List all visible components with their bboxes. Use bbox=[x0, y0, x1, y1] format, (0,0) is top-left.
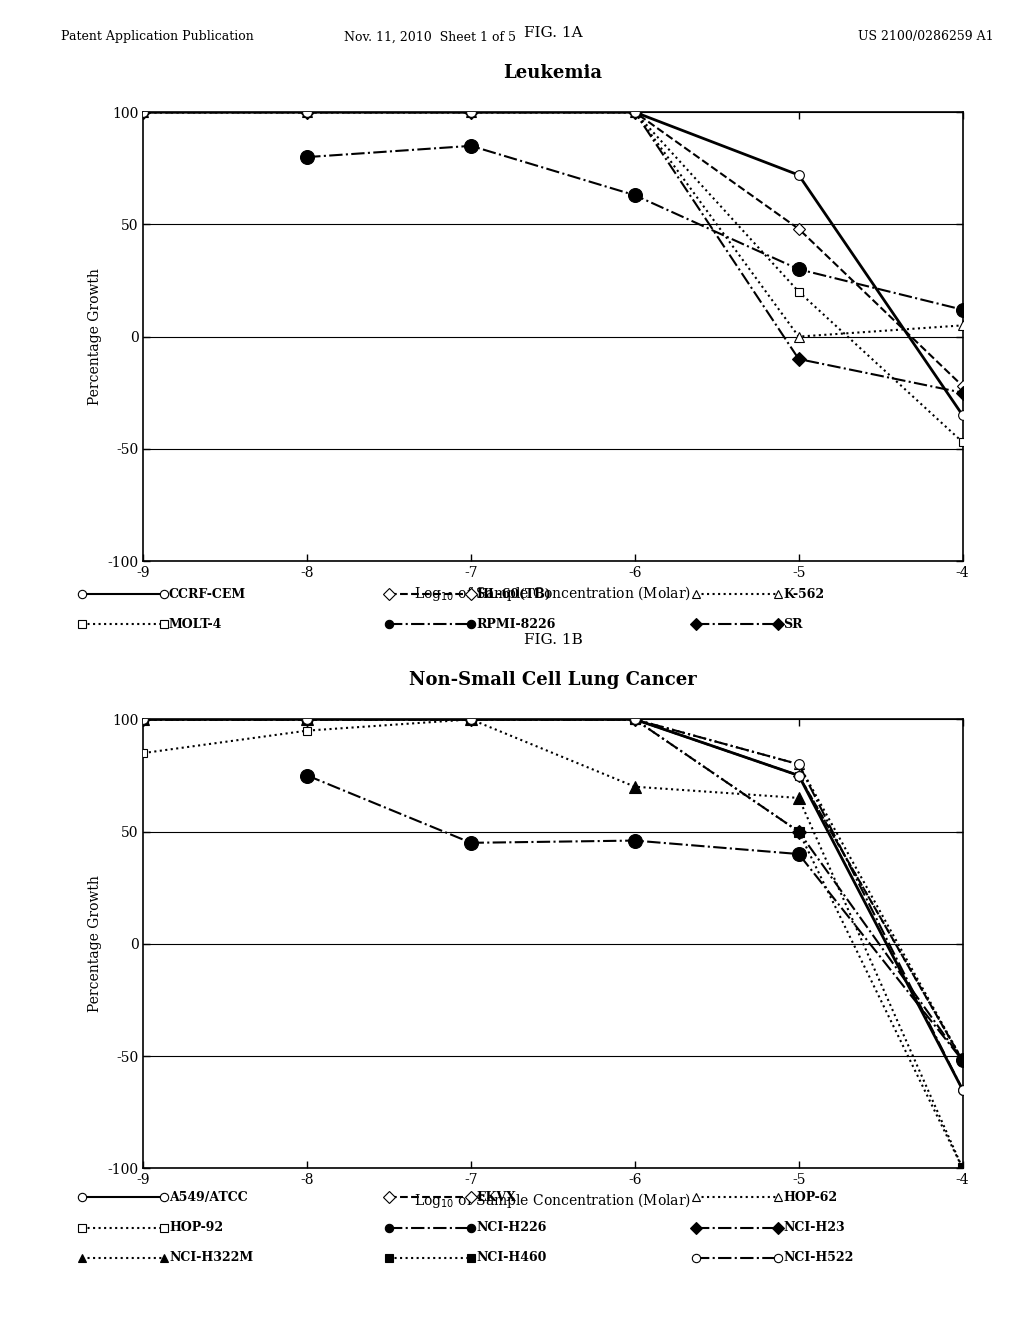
Text: SR: SR bbox=[783, 618, 803, 631]
Text: NCI-H23: NCI-H23 bbox=[783, 1221, 845, 1234]
X-axis label: Log$_{10}$ of Sample Concentration (Molar): Log$_{10}$ of Sample Concentration (Mola… bbox=[415, 1191, 691, 1210]
Text: EKVX: EKVX bbox=[476, 1191, 516, 1204]
Text: NCI-H322M: NCI-H322M bbox=[169, 1251, 253, 1265]
Text: Patent Application Publication: Patent Application Publication bbox=[61, 30, 254, 44]
Text: RPMI-8226: RPMI-8226 bbox=[476, 618, 556, 631]
Text: MOLT-4: MOLT-4 bbox=[169, 618, 222, 631]
Text: CCRF-CEM: CCRF-CEM bbox=[169, 587, 246, 601]
Text: HOP-62: HOP-62 bbox=[783, 1191, 838, 1204]
Text: US 2100/0286259 A1: US 2100/0286259 A1 bbox=[858, 30, 993, 44]
Text: Nov. 11, 2010  Sheet 1 of 5: Nov. 11, 2010 Sheet 1 of 5 bbox=[344, 30, 516, 44]
Text: A549/ATCC: A549/ATCC bbox=[169, 1191, 248, 1204]
Text: HL-60(TB): HL-60(TB) bbox=[476, 587, 551, 601]
Text: Non-Small Cell Lung Cancer: Non-Small Cell Lung Cancer bbox=[409, 671, 697, 689]
Text: Leukemia: Leukemia bbox=[504, 63, 602, 82]
Text: NCI-H226: NCI-H226 bbox=[476, 1221, 547, 1234]
Text: HOP-92: HOP-92 bbox=[169, 1221, 223, 1234]
Text: FIG. 1B: FIG. 1B bbox=[523, 632, 583, 647]
Y-axis label: Percentage Growth: Percentage Growth bbox=[88, 268, 101, 405]
X-axis label: Log$_{10}$ of Sample Concentration (Molar): Log$_{10}$ of Sample Concentration (Mola… bbox=[415, 583, 691, 603]
Text: FIG. 1A: FIG. 1A bbox=[523, 25, 583, 40]
Text: NCI-H460: NCI-H460 bbox=[476, 1251, 547, 1265]
Text: K-562: K-562 bbox=[783, 587, 824, 601]
Y-axis label: Percentage Growth: Percentage Growth bbox=[88, 875, 101, 1012]
Text: NCI-H522: NCI-H522 bbox=[783, 1251, 854, 1265]
